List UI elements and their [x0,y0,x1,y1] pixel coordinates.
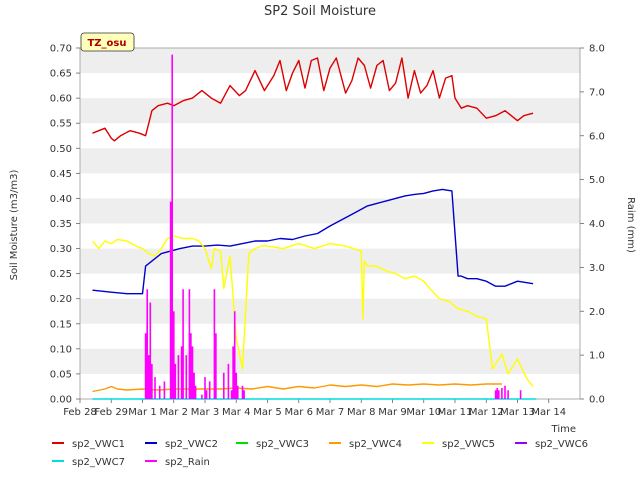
y2-tick-label: 7.0 [589,87,605,98]
grid-band [80,248,580,274]
y-axis-label: Soil Moisture (m3/m3) [9,170,20,281]
y-tick-label: 0.35 [50,219,72,230]
x-tick-label: Mar 2 [160,407,188,418]
badge-label: TZ_osu [87,38,126,49]
x-tick-label: Feb 28 [63,407,97,418]
y2-axis-label: Raim (mm) [625,197,636,253]
x-tick-label: Mar 5 [253,407,281,418]
y-tick-label: 0.05 [50,369,72,380]
series-line-sp2_VWC1 [92,57,534,142]
x-tick-label: Mar 8 [347,407,375,418]
y-tick-label: 0.65 [50,69,72,80]
legend-label-sp2_VWC3: sp2_VWC3 [256,439,309,450]
legend-label-sp2_VWC7: sp2_VWC7 [72,457,125,468]
y2-tick-label: 4.0 [589,219,605,230]
y2-tick-label: 1.0 [589,351,605,362]
y2-tick-label: 2.0 [589,307,605,318]
y-tick-label: 0.55 [50,119,72,130]
legend-label-sp2_VWC2: sp2_VWC2 [165,439,218,450]
legend-label-sp2_VWC5: sp2_VWC5 [442,439,495,450]
y-tick-label: 0.45 [50,169,72,180]
series-line-sp2_Rain [144,54,522,399]
legend-label-sp2_Rain: sp2_Rain [165,457,210,468]
y-tick-label: 0.70 [50,44,72,55]
x-tick-label: Mar 12 [469,407,504,418]
chart-title: SP2 Soil Moisture [264,4,376,19]
y-tick-label: 0.40 [50,194,72,205]
y2-tick-label: 0.0 [589,395,605,406]
x-tick-label: Mar 4 [222,407,250,418]
y-tick-label: 0.10 [50,344,72,355]
x-tick-label: Feb 29 [94,407,128,418]
y-tick-label: 0.15 [50,319,72,330]
y2-tick-label: 8.0 [589,44,605,55]
x-tick-label: Mar 13 [500,407,535,418]
y-tick-label: 0.60 [50,94,72,105]
y-tick-label: 0.30 [50,244,72,255]
legend-label-sp2_VWC4: sp2_VWC4 [349,439,402,450]
x-tick-label: Mar 1 [128,407,156,418]
x-tick-label: Mar 3 [191,407,219,418]
station-badge: TZ_osu [80,32,135,52]
legend-label-sp2_VWC6: sp2_VWC6 [535,439,588,450]
x-tick-label: Mar 11 [438,407,473,418]
grid-band [80,98,580,124]
series-line-sp2_VWC5 [91,235,534,387]
badge-box [80,32,135,52]
y-tick-label: 0.00 [50,395,72,406]
x-tick-label: Mar 7 [316,407,344,418]
x-tick-label: Mar 6 [285,407,313,418]
grid-band [80,198,580,224]
y2-tick-label: 3.0 [589,263,605,274]
legend: sp2_VWC1 sp2_VWC2 sp2_VWC3 sp2_VWC4 sp2_VWC5… [52,439,588,468]
y-axis-ticks: 0.00 0.05 0.10 0.15 0.20 0.25 0.30 0.35 0.40 0.45… [50,44,80,406]
series-lines [91,54,537,400]
grid-band [80,148,580,174]
x-tick-label: Mar 14 [531,407,566,418]
series-line-sp2_VWC4 [92,383,502,393]
legend-label-sp2_VWC1: sp2_VWC1 [72,439,125,450]
x-axis-label: Time [551,424,576,435]
grid-bands [80,48,580,374]
grid-band [80,298,580,324]
y-tick-label: 0.25 [50,269,72,280]
x-tick-label: Mar 9 [378,407,406,418]
y2-axis-ticks: 0.0 1.0 2.0 3.0 4.0 5.0 6.0 7.0 8.0 [580,44,605,406]
y2-tick-label: 5.0 [589,175,605,186]
x-tick-label: Mar 10 [406,407,441,418]
y-tick-label: 0.50 [50,144,72,155]
y-tick-label: 0.20 [50,294,72,305]
grid-band [80,348,580,374]
y2-tick-label: 6.0 [589,131,605,142]
